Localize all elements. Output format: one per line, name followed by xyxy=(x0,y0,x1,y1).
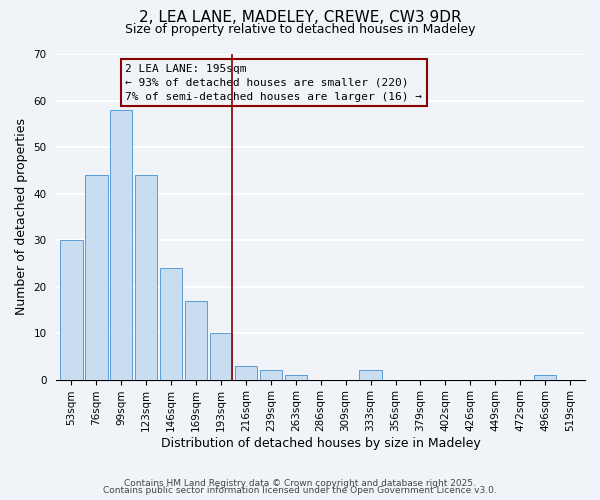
Bar xyxy=(160,268,182,380)
Text: Size of property relative to detached houses in Madeley: Size of property relative to detached ho… xyxy=(125,22,475,36)
Bar xyxy=(534,375,556,380)
Bar xyxy=(110,110,133,380)
Bar xyxy=(135,175,157,380)
X-axis label: Distribution of detached houses by size in Madeley: Distribution of detached houses by size … xyxy=(161,437,481,450)
Text: Contains HM Land Registry data © Crown copyright and database right 2025.: Contains HM Land Registry data © Crown c… xyxy=(124,478,476,488)
Bar xyxy=(85,175,107,380)
Bar xyxy=(210,333,232,380)
Y-axis label: Number of detached properties: Number of detached properties xyxy=(15,118,28,316)
Bar xyxy=(60,240,83,380)
Bar xyxy=(235,366,257,380)
Bar xyxy=(284,375,307,380)
Bar xyxy=(185,300,207,380)
Text: Contains public sector information licensed under the Open Government Licence v3: Contains public sector information licen… xyxy=(103,486,497,495)
Bar xyxy=(260,370,282,380)
Text: 2, LEA LANE, MADELEY, CREWE, CW3 9DR: 2, LEA LANE, MADELEY, CREWE, CW3 9DR xyxy=(139,10,461,25)
Text: 2 LEA LANE: 195sqm
← 93% of detached houses are smaller (220)
7% of semi-detache: 2 LEA LANE: 195sqm ← 93% of detached hou… xyxy=(125,64,422,102)
Bar xyxy=(359,370,382,380)
